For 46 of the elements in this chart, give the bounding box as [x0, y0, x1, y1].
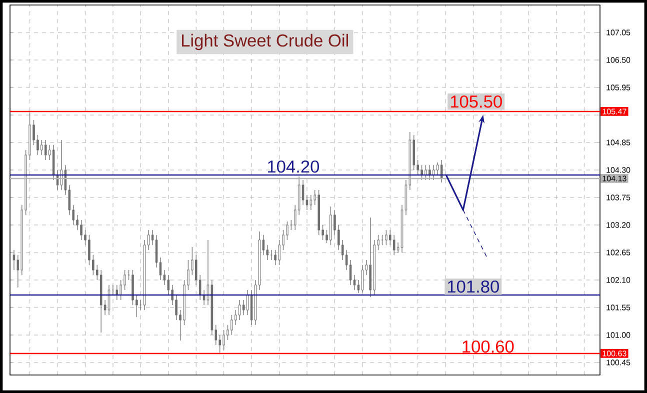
- annotation: 104.20: [268, 160, 320, 173]
- candlestick: [420, 164, 423, 180]
- y-tick-label: 101.00: [606, 332, 630, 338]
- candlestick: [385, 230, 388, 246]
- candlestick: [306, 194, 308, 210]
- candlestick: [44, 140, 47, 160]
- y-tick-label: 104.30: [606, 167, 630, 173]
- y-tick-label: 105.95: [606, 84, 630, 90]
- y-tick-label: 101.55: [606, 304, 630, 310]
- candlestick: [436, 162, 439, 176]
- ref-line-label: 104.13: [602, 176, 626, 182]
- annotation: 100.60: [462, 340, 514, 353]
- candlestick: [428, 164, 431, 180]
- candlestick: [361, 264, 364, 293]
- candlestick: [424, 164, 427, 180]
- annotation: 105.50: [450, 95, 502, 108]
- candlestick: [40, 140, 43, 156]
- ref-line-label: 100.63: [602, 350, 626, 356]
- candlestick: [12, 250, 16, 270]
- candlestick: [230, 314, 233, 336]
- candlestick: [353, 274, 356, 290]
- y-tick-label: 103.20: [606, 222, 630, 228]
- candlestick: [242, 300, 245, 316]
- annotation: 101.80: [448, 280, 499, 293]
- candlestick: [155, 234, 158, 268]
- candlestick: [222, 330, 225, 350]
- candlestick: [392, 234, 396, 256]
- candlestick: [80, 220, 82, 240]
- y-tick-label: 107.05: [606, 30, 630, 36]
- candlestick: [396, 242, 400, 254]
- y-tick-label: 104.85: [606, 140, 630, 146]
- candlestick: [238, 300, 241, 320]
- candlestick: [159, 257, 162, 280]
- candlestick: [432, 164, 435, 180]
- candlestick: [112, 284, 114, 296]
- ref-line-label: 105.47: [602, 108, 626, 114]
- y-tick-label: 100.45: [606, 360, 630, 366]
- candlestick: [310, 194, 312, 210]
- y-tick-label: 106.50: [606, 57, 630, 63]
- y-tick-label: 102.65: [606, 250, 630, 256]
- text: Light Sweet Crude Oil: [182, 34, 348, 50]
- candlestick: [116, 284, 118, 300]
- y-tick-label: 102.10: [606, 277, 630, 283]
- y-tick-label: 103.75: [606, 194, 630, 200]
- candlestick: [124, 270, 126, 290]
- candlestick: [440, 160, 443, 183]
